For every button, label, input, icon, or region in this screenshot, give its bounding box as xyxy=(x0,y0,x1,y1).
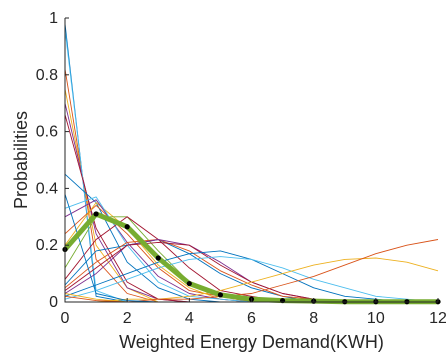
series-line-1 xyxy=(64,23,438,303)
highlight-point-1 xyxy=(93,211,99,217)
series-line-19 xyxy=(64,256,439,303)
x-axis-label: Weighted Energy Demand(KWH) xyxy=(119,332,384,352)
x-tick-label: 6 xyxy=(247,310,256,327)
background-series-group xyxy=(64,23,439,303)
x-tick-label: 10 xyxy=(367,310,385,327)
highlight-series-line xyxy=(62,211,441,305)
x-tick-label: 2 xyxy=(123,310,132,327)
y-tick-label: 0.8 xyxy=(36,67,58,84)
y-tick-label: 1 xyxy=(49,10,58,27)
series-line-7 xyxy=(64,173,438,303)
highlight-series-group xyxy=(62,211,441,305)
highlight-point-2 xyxy=(124,224,130,230)
y-tick-label: 0.4 xyxy=(36,180,58,197)
x-tick-label: 0 xyxy=(61,310,70,327)
highlight-point-4 xyxy=(186,280,192,287)
series-line-4 xyxy=(64,103,438,303)
series-line-5 xyxy=(64,29,438,303)
x-tick-label: 12 xyxy=(429,310,446,327)
series-line-22 xyxy=(64,193,438,303)
x-tick-label: 4 xyxy=(185,310,194,327)
axes: 0 2 4 6 8 10 12 0 0.2 0.4 0.6 0.8 1 xyxy=(36,10,446,327)
highlight-point-5 xyxy=(217,292,224,298)
y-axis-label: Probabilities xyxy=(11,111,31,209)
y-tick-label: 0 xyxy=(49,294,58,311)
highlight-point-3 xyxy=(155,255,161,261)
series-line-3 xyxy=(64,88,438,303)
y-tick-label: 0.6 xyxy=(36,124,58,141)
series-line-6 xyxy=(64,114,438,303)
x-tick-label: 8 xyxy=(309,310,318,327)
series-line-2 xyxy=(64,69,438,303)
y-tick-label: 0.2 xyxy=(36,237,58,254)
